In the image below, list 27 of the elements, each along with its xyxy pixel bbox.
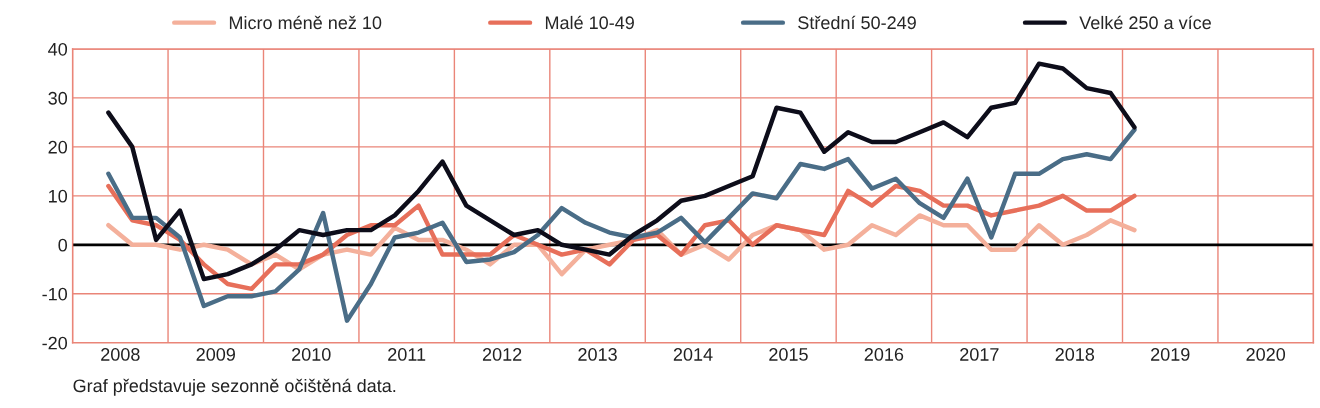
- x-tick-label: 2018: [1055, 348, 1095, 361]
- x-tick-label: 2015: [769, 348, 808, 361]
- x-tick-label: 2014: [673, 348, 713, 361]
- legend-label: Malé 10-49: [545, 15, 634, 30]
- x-tick-label: 2012: [482, 348, 522, 361]
- x-tick-label: 2013: [578, 348, 617, 361]
- line-series: [106, 61, 1137, 282]
- x-tick-label: 2020: [1246, 348, 1286, 361]
- y-tick-label: -10: [42, 287, 68, 301]
- line-series: [106, 127, 1137, 323]
- x-tick-label: 2010: [292, 348, 331, 361]
- x-tick-label: 2019: [1151, 348, 1190, 361]
- y-tick-label: 30: [48, 91, 68, 105]
- legend-label: Střední 50-249: [798, 15, 916, 30]
- x-tick-label: 2017: [960, 348, 999, 361]
- y-tick-label: 0: [58, 238, 68, 252]
- y-tick-label: 40: [48, 42, 68, 56]
- x-tick-label: 2009: [196, 348, 235, 361]
- legend-label: Micro méně než 10: [229, 15, 382, 30]
- x-tick-label: 2016: [864, 348, 904, 361]
- text: Graf představuje sezonně očištěná data.: [73, 378, 396, 396]
- y-tick-label: 10: [49, 189, 68, 203]
- legend-label: Velké 250 a více: [1079, 15, 1211, 30]
- x-tick-label: 2011: [388, 348, 426, 361]
- x-tick-label: 2008: [101, 348, 140, 361]
- y-tick-label: 20: [48, 140, 68, 154]
- y-tick-label: -20: [42, 336, 68, 350]
